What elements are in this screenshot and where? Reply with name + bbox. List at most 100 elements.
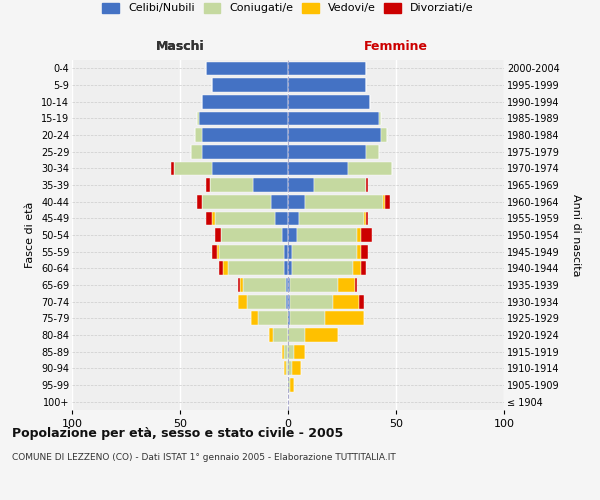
- Bar: [202, 195, 271, 208]
- Bar: [364, 212, 366, 225]
- Bar: [353, 262, 361, 275]
- Bar: [383, 195, 385, 208]
- Bar: [242, 278, 286, 292]
- Bar: [241, 278, 242, 292]
- Bar: [281, 345, 284, 358]
- Bar: [219, 245, 284, 258]
- Bar: [212, 78, 288, 92]
- Bar: [366, 145, 379, 158]
- Bar: [202, 145, 288, 158]
- Bar: [284, 362, 286, 375]
- Bar: [299, 212, 364, 225]
- Y-axis label: Fasce di età: Fasce di età: [25, 202, 35, 268]
- Bar: [286, 278, 288, 292]
- Bar: [215, 212, 275, 225]
- Bar: [355, 278, 357, 292]
- Bar: [217, 245, 219, 258]
- Bar: [288, 212, 299, 225]
- Bar: [197, 112, 199, 125]
- Bar: [191, 145, 202, 158]
- Bar: [290, 278, 338, 292]
- Bar: [288, 95, 370, 108]
- Bar: [195, 128, 202, 142]
- Bar: [288, 328, 305, 342]
- Bar: [284, 262, 288, 275]
- Bar: [349, 162, 392, 175]
- Bar: [288, 295, 290, 308]
- Text: Popolazione per età, sesso e stato civile - 2005: Popolazione per età, sesso e stato civil…: [12, 428, 343, 440]
- Bar: [288, 162, 349, 175]
- Bar: [366, 178, 368, 192]
- Bar: [288, 128, 381, 142]
- Bar: [288, 145, 366, 158]
- Bar: [357, 245, 361, 258]
- Bar: [292, 262, 353, 275]
- Bar: [251, 312, 258, 325]
- Bar: [292, 245, 357, 258]
- Bar: [290, 312, 325, 325]
- Bar: [288, 378, 290, 392]
- Bar: [359, 295, 364, 308]
- Bar: [288, 245, 292, 258]
- Bar: [288, 112, 379, 125]
- Bar: [247, 295, 286, 308]
- Bar: [202, 95, 288, 108]
- Bar: [286, 362, 288, 375]
- Bar: [253, 178, 288, 192]
- Bar: [227, 262, 284, 275]
- Bar: [288, 312, 290, 325]
- Bar: [288, 262, 292, 275]
- Bar: [385, 195, 389, 208]
- Bar: [288, 345, 295, 358]
- Bar: [286, 295, 288, 308]
- Bar: [366, 212, 368, 225]
- Bar: [290, 295, 334, 308]
- Bar: [210, 178, 253, 192]
- Bar: [284, 345, 288, 358]
- Bar: [212, 212, 215, 225]
- Bar: [338, 278, 355, 292]
- Text: Maschi: Maschi: [155, 40, 205, 53]
- Bar: [292, 362, 301, 375]
- Bar: [288, 78, 366, 92]
- Bar: [357, 228, 361, 242]
- Bar: [172, 162, 173, 175]
- Y-axis label: Anni di nascita: Anni di nascita: [571, 194, 581, 276]
- Bar: [284, 245, 288, 258]
- Text: Femmine: Femmine: [364, 40, 428, 53]
- Bar: [238, 278, 241, 292]
- Bar: [361, 262, 366, 275]
- Bar: [219, 262, 223, 275]
- Bar: [325, 312, 364, 325]
- Bar: [258, 312, 288, 325]
- Text: Maschi: Maschi: [155, 40, 205, 53]
- Bar: [199, 112, 288, 125]
- Bar: [288, 362, 292, 375]
- Legend: Celibi/Nubili, Coniugati/e, Vedovi/e, Divorziati/e: Celibi/Nubili, Coniugati/e, Vedovi/e, Di…: [103, 2, 473, 14]
- Bar: [206, 178, 210, 192]
- Bar: [271, 195, 288, 208]
- Bar: [212, 245, 217, 258]
- Bar: [202, 128, 288, 142]
- Bar: [379, 112, 381, 125]
- Text: COMUNE DI LEZZENO (CO) - Dati ISTAT 1° gennaio 2005 - Elaborazione TUTTITALIA.IT: COMUNE DI LEZZENO (CO) - Dati ISTAT 1° g…: [12, 452, 396, 462]
- Bar: [173, 162, 212, 175]
- Bar: [269, 328, 273, 342]
- Bar: [305, 195, 383, 208]
- Bar: [305, 328, 338, 342]
- Bar: [273, 328, 288, 342]
- Bar: [206, 212, 212, 225]
- Bar: [290, 378, 295, 392]
- Bar: [221, 228, 281, 242]
- Bar: [238, 295, 247, 308]
- Bar: [212, 162, 288, 175]
- Bar: [215, 228, 221, 242]
- Bar: [275, 212, 288, 225]
- Bar: [223, 262, 227, 275]
- Bar: [314, 178, 366, 192]
- Bar: [288, 278, 290, 292]
- Bar: [288, 195, 305, 208]
- Bar: [288, 178, 314, 192]
- Bar: [334, 295, 359, 308]
- Bar: [288, 62, 366, 75]
